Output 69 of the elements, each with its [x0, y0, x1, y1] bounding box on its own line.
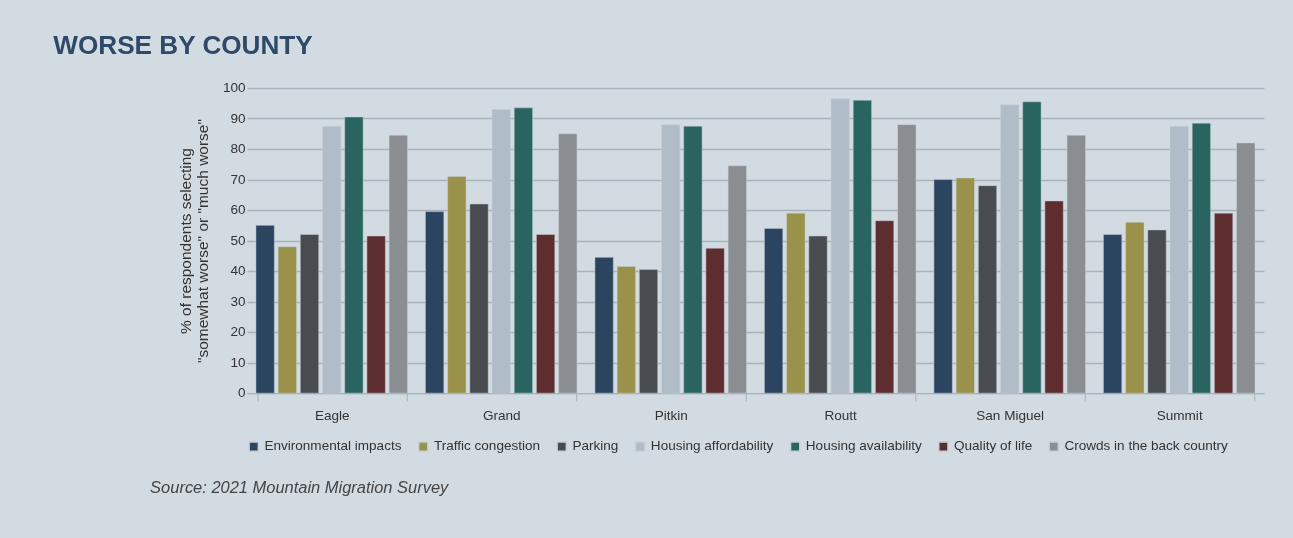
bar	[388, 135, 408, 394]
x-tick-label: San Miguel	[976, 407, 1045, 423]
bar	[830, 98, 850, 394]
bar	[1214, 212, 1234, 394]
bar	[344, 116, 364, 394]
bar	[764, 228, 784, 394]
legend-label: Quality of life	[954, 438, 1033, 454]
y-tick-label: 0	[237, 385, 246, 401]
y-axis-title: % of respondents selecting "somewhat worse" or "much worse"	[176, 119, 212, 364]
bar	[1236, 142, 1256, 394]
bar	[852, 100, 872, 394]
bar	[594, 257, 614, 394]
legend-label: Parking	[572, 438, 619, 454]
x-tick-label: Summit	[1156, 407, 1203, 423]
bar	[1044, 200, 1064, 394]
y-tick-label: 50	[230, 232, 246, 248]
y-tick-label: 100	[222, 80, 246, 96]
bar	[1169, 125, 1189, 394]
bar	[808, 235, 828, 394]
y-tick-label: 10	[230, 354, 246, 370]
y-tick-label: 80	[230, 141, 246, 157]
bar	[322, 125, 342, 394]
bar	[683, 125, 703, 394]
bar	[366, 235, 386, 394]
bar	[705, 247, 725, 394]
bar	[1066, 135, 1086, 394]
legend-label: Environmental impacts	[264, 438, 402, 454]
legend-label: Housing affordability	[650, 438, 774, 454]
bar	[425, 211, 445, 394]
bar	[933, 179, 953, 394]
bar	[661, 124, 681, 394]
bar	[536, 234, 556, 394]
legend-label: Traffic congestion	[433, 438, 541, 454]
y-tick-label: 70	[230, 171, 246, 187]
y-tick-label: 30	[230, 293, 246, 309]
bar	[1103, 234, 1123, 394]
bar	[897, 124, 917, 394]
y-tick-label: 20	[230, 324, 246, 340]
y-tick-label: 90	[230, 110, 246, 126]
bar	[255, 225, 275, 394]
source-note: Source: 2021 Mountain Migration Survey	[150, 477, 451, 496]
x-tick-label: Routt	[824, 407, 858, 423]
legend-label: Housing availability	[805, 438, 923, 454]
y-tick-label: 40	[230, 263, 246, 279]
bar	[978, 185, 997, 394]
bar	[300, 234, 319, 394]
bar	[639, 269, 658, 394]
x-tick-label: Eagle	[314, 407, 350, 423]
bar	[616, 266, 636, 394]
bar	[1000, 104, 1020, 394]
bar	[786, 212, 806, 394]
bar	[447, 176, 467, 394]
bar	[955, 177, 975, 394]
x-tick-label: Pitkin	[654, 407, 688, 423]
chart-title: WORSE BY COUNTY	[53, 30, 314, 61]
bar	[491, 109, 511, 394]
legend-label: Crowds in the back country	[1064, 438, 1229, 454]
bar	[513, 107, 533, 394]
bar	[277, 246, 297, 394]
bar	[1125, 222, 1145, 394]
bar	[727, 165, 747, 394]
bar	[1022, 101, 1042, 394]
bar	[558, 133, 578, 394]
bar	[875, 220, 895, 394]
x-tick-label: Grand	[482, 407, 521, 423]
bar	[1147, 229, 1167, 394]
y-tick-label: 60	[230, 202, 246, 218]
bar	[469, 203, 489, 394]
bar	[1191, 122, 1211, 394]
